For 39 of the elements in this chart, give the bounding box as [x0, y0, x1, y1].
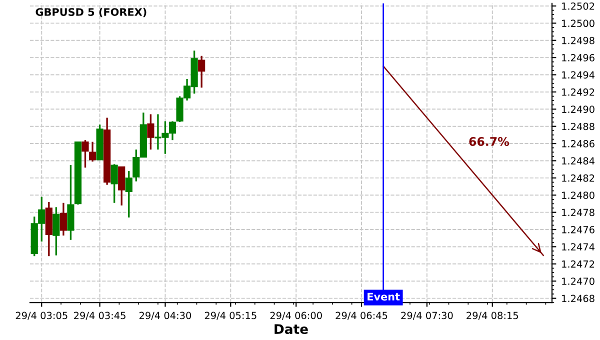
- candlestick: [60, 202, 67, 236]
- y-tick-label: 1.2476: [562, 226, 594, 234]
- y-tick-label: 1.2500: [562, 20, 594, 28]
- x-axis-title: Date: [274, 324, 308, 334]
- x-tick-label: 29/4 03:45: [74, 312, 126, 320]
- y-tick-label: 1.2468: [562, 294, 594, 302]
- annotation: 66.7%: [469, 137, 510, 146]
- y-tick-label: 1.2484: [562, 157, 594, 165]
- chart-title: GBPUSD 5 (FOREX): [36, 8, 146, 18]
- x-tick-label: 29/4 05:15: [204, 312, 256, 320]
- candlestick: [118, 166, 126, 206]
- candlestick: [125, 170, 132, 218]
- x-tick-label: 29/4 04:30: [139, 312, 192, 320]
- y-tick-label: 1.2482: [562, 174, 594, 182]
- candlestick: [147, 113, 154, 150]
- y-tick-label: 1.2488: [562, 122, 594, 130]
- candlestick: [52, 206, 60, 256]
- y-tick-label: 1.2496: [562, 54, 594, 62]
- y-tick-label: 1.2478: [562, 208, 594, 216]
- candlestick: [88, 140, 96, 162]
- ref-line-label: Event: [368, 292, 400, 301]
- y-tick-label: 1.2470: [562, 278, 594, 285]
- y-tick-label: 1.2490: [562, 106, 594, 113]
- x-tick-label: 29/4 03:05: [16, 312, 68, 320]
- candlestick: [82, 139, 89, 168]
- y-tick-label: 1.2498: [562, 36, 594, 44]
- x-tick-label: 29/4 06:00: [270, 312, 322, 320]
- y-tick-label: 1.2474: [562, 243, 594, 250]
- y-tick-label: 1.2480: [562, 192, 594, 199]
- x-tick-label: 29/4 08:15: [466, 312, 518, 320]
- y-tick-label: 1.2472: [562, 260, 594, 268]
- y-tick-label: 1.2492: [562, 88, 594, 96]
- y-tick-label: 1.2486: [562, 140, 594, 148]
- y-tick-label: 1.2494: [562, 71, 594, 79]
- candlestick: [198, 55, 206, 88]
- candlestick: [110, 163, 118, 204]
- x-tick-label: 29/4 07:30: [401, 312, 453, 320]
- x-tick-label: 29/4 06:45: [336, 312, 388, 320]
- y-tick-label: 1.2502: [562, 2, 594, 10]
